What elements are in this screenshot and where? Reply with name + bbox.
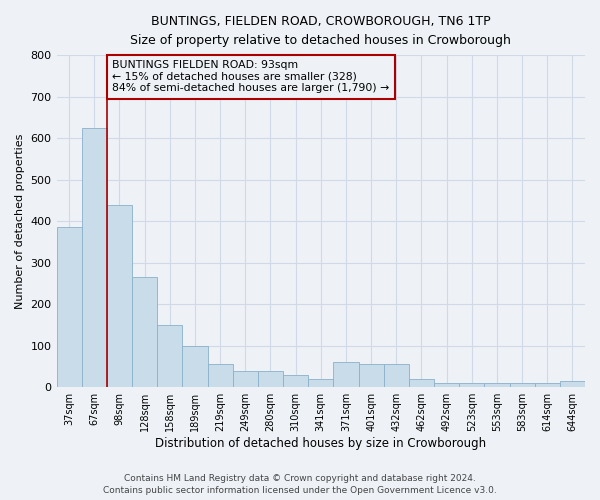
Bar [459,383,484,387]
Bar [383,364,409,387]
Bar [484,383,509,387]
Bar [132,277,157,387]
X-axis label: Distribution of detached houses by size in Crowborough: Distribution of detached houses by size … [155,437,487,450]
Bar [258,370,283,387]
Bar [56,228,82,387]
Bar [82,128,107,387]
Bar [208,364,233,387]
Bar [434,383,459,387]
Text: BUNTINGS FIELDEN ROAD: 93sqm
← 15% of detached houses are smaller (328)
84% of s: BUNTINGS FIELDEN ROAD: 93sqm ← 15% of de… [112,60,389,94]
Bar [308,379,334,387]
Bar [107,204,132,387]
Bar [157,325,182,387]
Bar [334,362,359,387]
Bar [560,381,585,387]
Text: Contains HM Land Registry data © Crown copyright and database right 2024.
Contai: Contains HM Land Registry data © Crown c… [103,474,497,495]
Bar [182,346,208,387]
Title: BUNTINGS, FIELDEN ROAD, CROWBOROUGH, TN6 1TP
Size of property relative to detach: BUNTINGS, FIELDEN ROAD, CROWBOROUGH, TN6… [130,15,511,47]
Bar [535,383,560,387]
Bar [409,379,434,387]
Bar [233,370,258,387]
Y-axis label: Number of detached properties: Number of detached properties [15,134,25,309]
Bar [283,375,308,387]
Bar [509,383,535,387]
Bar [359,364,383,387]
